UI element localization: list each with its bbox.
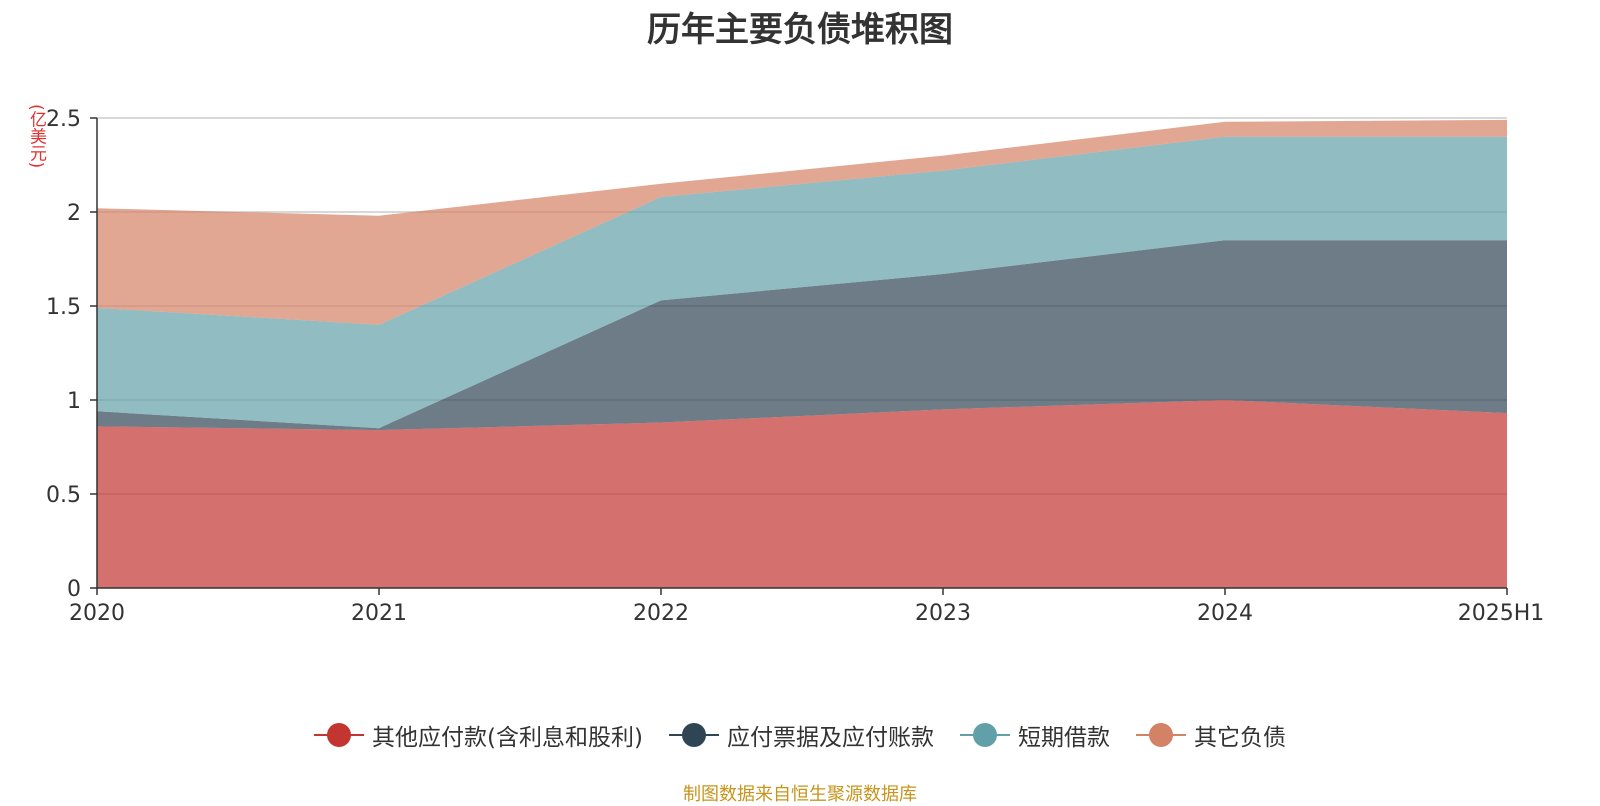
area-series-1 — [97, 240, 1507, 431]
legend-dot — [972, 723, 997, 747]
x-tick-label: 2025H1 — [1458, 601, 1545, 626]
legend-item-notes-accounts-payable[interactable]: 应付票据及应付账款 — [668, 718, 934, 752]
y-tick-label: 0 — [67, 577, 81, 602]
x-tick-label: 2020 — [69, 601, 125, 626]
y-tick-label: 1 — [67, 389, 81, 414]
chart-title: 历年主要负债堆积图 — [647, 10, 953, 50]
y-tick-label: 2 — [67, 201, 81, 226]
legend-item-short-term-borrowings[interactable]: 短期借款 — [959, 718, 1110, 752]
data-source-note: 制图数据来自恒生聚源数据库 — [683, 784, 917, 805]
legend-item-other-payables[interactable]: 其他应付款(含利息和股利) — [314, 718, 643, 752]
legend-label: 应付票据及应付账款 — [726, 725, 934, 751]
stacked-area-chart: 0 0.5 1 1.5 2 2.5 2020 2021 2022 2023 2024 2025H1 — [46, 107, 1544, 626]
area-series-3 — [97, 119, 1507, 325]
legend: 其他应付款(含利息和股利) 应付票据及应付账款 短期借款 其它负债 — [0, 718, 1600, 752]
axes — [96, 118, 1507, 589]
y-tick-label: 2.5 — [46, 107, 81, 132]
legend-item-other-liabilities[interactable]: 其它负债 — [1135, 718, 1286, 752]
legend-marker — [314, 723, 365, 747]
x-tick-label: 2023 — [915, 601, 971, 626]
legend-marker — [668, 723, 719, 747]
x-tick-label: 2024 — [1197, 601, 1253, 626]
legend-label: 其它负债 — [1193, 725, 1286, 751]
area-series — [97, 119, 1507, 588]
y-tick-label: 1.5 — [46, 295, 81, 320]
legend-dot — [1148, 723, 1173, 747]
area-series-0 — [97, 400, 1507, 588]
legend-label: 其他应付款(含利息和股利) — [372, 725, 643, 751]
legend-label: 短期借款 — [1017, 725, 1110, 751]
y-axis-unit-label: (亿美元) — [26, 104, 46, 169]
x-tick-label: 2022 — [633, 601, 689, 626]
legend-marker — [1135, 723, 1186, 747]
legend-dot — [327, 723, 352, 747]
y-axis-ticks: 0 0.5 1 1.5 2 2.5 — [46, 107, 97, 602]
legend-marker — [959, 723, 1010, 747]
x-tick-label: 2021 — [351, 601, 407, 626]
legend-dot — [681, 723, 706, 747]
area-series-2 — [97, 136, 1507, 429]
x-axis-ticks: 2020 2021 2022 2023 2024 2025H1 — [69, 588, 1544, 626]
y-tick-label: 0.5 — [46, 483, 81, 508]
